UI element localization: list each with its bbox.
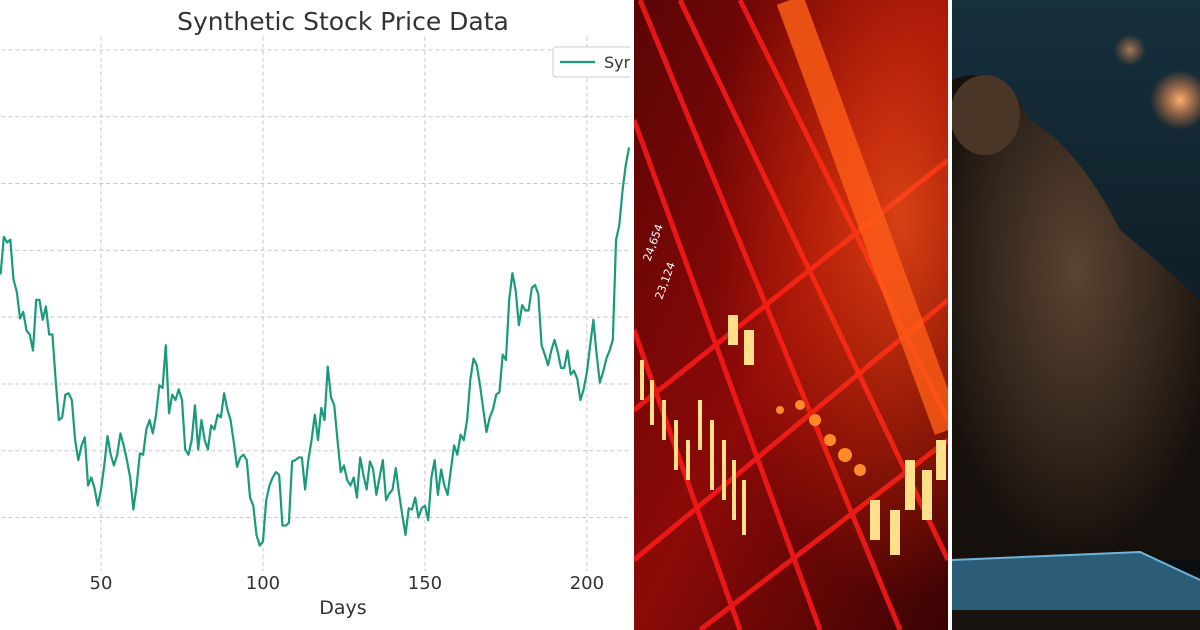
x-tick-label: 100 (246, 573, 280, 594)
chart-panel: 9095100105110115120125050100150200 Synth… (0, 0, 634, 630)
price-line (0, 147, 630, 547)
lamp (1114, 34, 1146, 66)
plot: 9095100105110115120125050100150200 (0, 147, 630, 594)
trend-dots (776, 400, 866, 476)
x-tick-label: 50 (90, 573, 113, 594)
glow (634, 0, 948, 630)
bear-ear (952, 75, 1020, 155)
separator (948, 0, 952, 630)
lamp (1150, 70, 1200, 130)
newspaper (952, 552, 1200, 610)
table (952, 610, 1200, 630)
legend: Syn (552, 46, 634, 78)
x-axis-label: Days (319, 597, 366, 619)
bear-photo (952, 0, 1200, 630)
bear (952, 75, 1200, 560)
chart-title: Synthetic Stock Price Data (177, 7, 509, 36)
candles (640, 315, 946, 555)
legend-label: Syn (604, 53, 634, 72)
chart-background (0, 0, 630, 630)
x-tick-label: 150 (408, 573, 442, 594)
separator (630, 0, 634, 630)
newspaper-edge (952, 550, 1200, 581)
x-tick-label: 200 (570, 573, 604, 594)
market-crash-photo: 24,654 23,124 (634, 0, 948, 630)
